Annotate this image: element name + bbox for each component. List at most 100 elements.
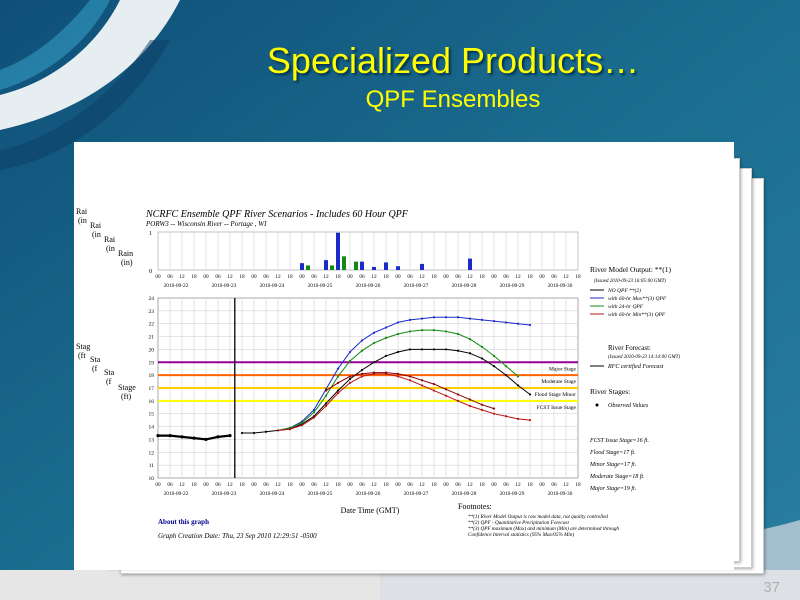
- stage-series-point: [432, 383, 436, 386]
- stacked-stage-label-2: Sta: [90, 355, 101, 364]
- rain-x-tick-label: 06: [551, 274, 557, 280]
- stage-x-tick-label: 18: [239, 482, 245, 488]
- stage-series-point: [372, 361, 376, 364]
- stage-series-point: [516, 322, 520, 325]
- stage-series-point: [240, 431, 244, 435]
- stage-y-tick-label: 10: [149, 476, 155, 482]
- stage-series-point: [216, 435, 220, 439]
- rain-x-tick-label: 12: [419, 274, 425, 280]
- stage-info-moderate: Moderate Stage=18 ft.: [589, 473, 645, 480]
- slide-subtitle: QPF Ensembles: [365, 86, 541, 113]
- stage-x-tick-label: 06: [455, 482, 461, 488]
- stage-series-point: [528, 419, 532, 422]
- stage-series-point: [336, 389, 340, 392]
- stage-y-tick-label: 21: [149, 335, 155, 341]
- legend-model-item: with 60-hr Min**(3) QPF: [608, 311, 666, 318]
- stage-x-tick-label: 00: [491, 482, 497, 488]
- rain-x-tick-label: 06: [311, 274, 317, 280]
- stage-series-point: [504, 374, 508, 377]
- stage-series-point: [468, 317, 472, 320]
- rain-x-tick-label: 18: [239, 274, 245, 280]
- rain-bar: [324, 260, 328, 270]
- legend-forecast-title: River Forecast:: [608, 344, 651, 352]
- stage-y-tick-label: 19: [149, 360, 155, 366]
- rain-bar: [342, 256, 346, 270]
- hydrograph-figure: Rai (in Rai (in Rai (in Rain (in) Stag (…: [74, 142, 734, 570]
- rain-x-tick-label: 18: [479, 274, 485, 280]
- stage-series-point: [528, 323, 532, 327]
- about-graph-link[interactable]: About this graph: [158, 518, 209, 526]
- rain-x-tick-label: 00: [395, 274, 401, 280]
- stage-series-point: [468, 338, 472, 341]
- stage-series-point: [336, 375, 340, 378]
- stage-x-tick-label: 12: [515, 482, 521, 488]
- rain-plot-area: [157, 231, 579, 271]
- rain-x-tick-label: 00: [155, 274, 161, 280]
- stage-series-point: [420, 384, 424, 387]
- stage-series-point: [384, 371, 388, 374]
- stage-series-point: [420, 317, 424, 320]
- stage-x-tick-label: 00: [251, 482, 257, 488]
- stage-x-tick-label: 06: [503, 482, 509, 488]
- stage-panel: 10 11 12 13 14 15 16 17 18 19 20 21 22 23 24 Major Stag…: [149, 296, 582, 497]
- footnote-1: **(1) River Model Output is raw model da…: [468, 513, 608, 520]
- stage-series-point: [420, 329, 424, 332]
- reference-line-label: FCST Issue Stage: [537, 405, 577, 411]
- stage-series-point: [492, 354, 496, 357]
- stage-series-point: [168, 433, 172, 438]
- stage-series-point: [444, 330, 448, 333]
- stage-series-point: [516, 384, 520, 387]
- figure-subtitle: PORW3 -- Wisconsin River -- Portage , WI: [145, 220, 267, 228]
- rain-x-tick-label: 18: [527, 274, 533, 280]
- stage-series-point: [480, 357, 484, 360]
- stage-series-point: [360, 368, 364, 372]
- rain-x-tick-label: 18: [287, 274, 293, 280]
- rain-panel: 0 1 00 06 12 18 00 06 12 18 00 06 12 18 00 06 12 18 00 06 12…: [149, 231, 581, 289]
- stage-x-tick-label: 00: [347, 482, 353, 488]
- stage-y-tick-label: 22: [149, 322, 155, 328]
- rain-x-tick-label: 12: [563, 274, 569, 280]
- rain-x-tick-label: 18: [191, 274, 197, 280]
- rain-date-label: 2010-09-29: [500, 283, 525, 289]
- stage-series-point: [180, 435, 184, 439]
- stage-series-point: [384, 354, 388, 357]
- stage-series-point: [444, 348, 448, 351]
- footnotes-title: Footnotes:: [458, 502, 492, 511]
- stage-series-point: [384, 326, 388, 329]
- stage-series-point: [312, 416, 316, 419]
- stage-date-label: 2010-09-24: [260, 491, 285, 497]
- stage-series-point: [360, 339, 364, 342]
- rain-x-tick-label: 06: [407, 274, 413, 280]
- stage-series-point: [504, 365, 508, 368]
- stage-date-label: 2010-09-25: [308, 491, 333, 497]
- stage-series-point: [480, 318, 484, 321]
- stage-y-tick-label: 17: [149, 386, 155, 392]
- rain-date-label: 2010-09-22: [164, 283, 189, 289]
- stage-date-label: 2010-09-26: [356, 491, 381, 497]
- rain-bar: [330, 265, 334, 270]
- stage-series-point: [360, 375, 364, 378]
- reference-line-label: Flood Stage Minor: [534, 392, 576, 398]
- stage-y-tick-label: 18: [149, 373, 155, 379]
- rain-x-tick-label: 00: [491, 274, 497, 280]
- rain-x-tick-label: 12: [227, 274, 233, 280]
- stage-series-point: [408, 318, 412, 321]
- stage-series-point: [360, 372, 364, 375]
- stage-series-point: [444, 394, 448, 397]
- rain-y-tick-label: 0: [149, 269, 152, 275]
- legend-observed-item: Observed Values: [608, 403, 649, 409]
- rain-x-tick-label: 12: [467, 274, 473, 280]
- stage-series-point: [372, 341, 376, 345]
- stage-x-tick-label: 06: [359, 482, 365, 488]
- stage-series-point: [300, 421, 304, 424]
- stage-series-point: [480, 403, 484, 406]
- rain-date-label: 2010-09-30: [548, 283, 573, 289]
- stage-y-tick-label: 15: [149, 412, 155, 418]
- reference-line-label: Moderate Stage: [541, 379, 576, 385]
- rain-x-tick-label: 06: [503, 274, 509, 280]
- footnote-4: Confidence Interval statistics (95% Max/…: [468, 531, 574, 538]
- rain-date-label: 2010-09-26: [356, 283, 381, 289]
- hydrograph-svg: Rai (in Rai (in Rai (in Rain (in) Stag (…: [76, 207, 680, 540]
- stage-x-tick-label: 18: [383, 482, 389, 488]
- stage-y-tick-label: 16: [149, 399, 155, 405]
